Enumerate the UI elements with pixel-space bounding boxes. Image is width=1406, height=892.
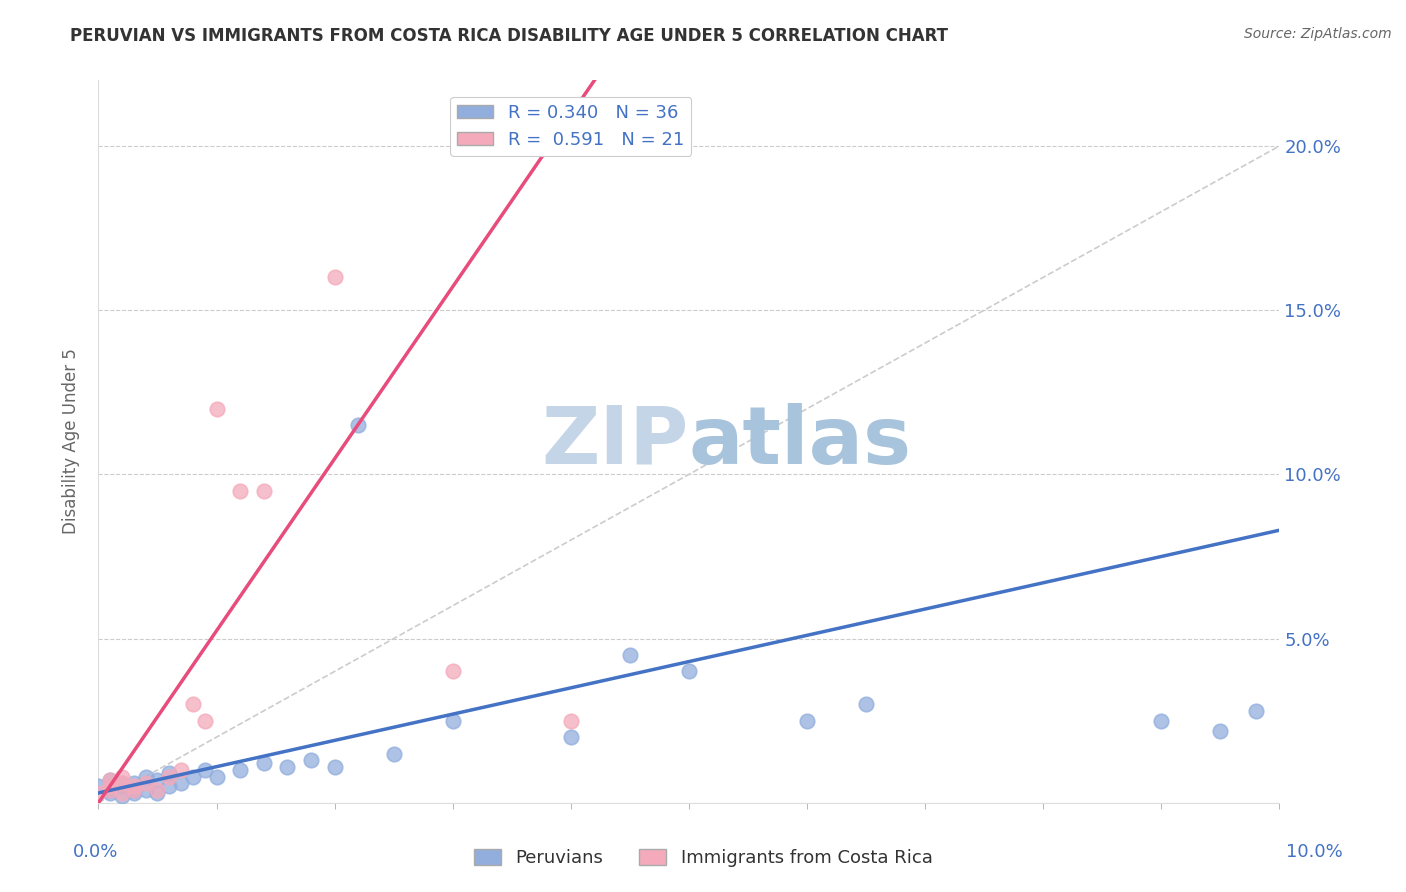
Point	[276, 760, 298, 774]
Point	[135, 782, 157, 797]
Point	[111, 789, 134, 804]
Point	[157, 780, 180, 794]
Point	[382, 747, 405, 761]
Point	[111, 780, 134, 794]
Point	[560, 730, 582, 744]
Point	[111, 770, 134, 784]
Point	[181, 770, 204, 784]
Point	[205, 770, 228, 784]
Point	[181, 698, 204, 712]
Point	[146, 772, 169, 787]
Point	[229, 763, 252, 777]
Point	[194, 763, 217, 777]
Y-axis label: Disability Age Under 5: Disability Age Under 5	[62, 349, 80, 534]
Point	[98, 782, 121, 797]
Point	[194, 714, 217, 728]
Point	[253, 483, 276, 498]
Point	[1209, 723, 1232, 738]
Point	[229, 483, 252, 498]
Point	[87, 786, 110, 800]
Point	[678, 665, 700, 679]
Point	[111, 786, 134, 800]
Point	[98, 772, 121, 787]
Point	[1150, 714, 1173, 728]
Point	[855, 698, 877, 712]
Legend: Peruvians, Immigrants from Costa Rica: Peruvians, Immigrants from Costa Rica	[467, 841, 939, 874]
Point	[170, 763, 193, 777]
Point	[98, 782, 121, 797]
Point	[135, 770, 157, 784]
Point	[146, 786, 169, 800]
Point	[796, 714, 818, 728]
Text: PERUVIAN VS IMMIGRANTS FROM COSTA RICA DISABILITY AGE UNDER 5 CORRELATION CHART: PERUVIAN VS IMMIGRANTS FROM COSTA RICA D…	[70, 27, 948, 45]
Point	[98, 772, 121, 787]
Point	[135, 776, 157, 790]
Point	[323, 270, 346, 285]
Point	[205, 401, 228, 416]
Point	[98, 786, 121, 800]
Point	[111, 776, 134, 790]
Text: Source: ZipAtlas.com: Source: ZipAtlas.com	[1244, 27, 1392, 41]
Point	[347, 418, 370, 433]
Point	[122, 782, 145, 797]
Point	[441, 714, 464, 728]
Point	[98, 780, 121, 794]
Point	[122, 782, 145, 797]
Point	[441, 665, 464, 679]
Point	[560, 714, 582, 728]
Point	[299, 753, 322, 767]
Point	[122, 776, 145, 790]
Point	[157, 766, 180, 780]
Point	[619, 648, 641, 662]
Text: 10.0%: 10.0%	[1286, 843, 1343, 861]
Point	[122, 780, 145, 794]
Point	[170, 776, 193, 790]
Point	[146, 782, 169, 797]
Point	[253, 756, 276, 771]
Text: ZIP: ZIP	[541, 402, 689, 481]
Point	[87, 780, 110, 794]
Point	[1244, 704, 1267, 718]
Point	[111, 776, 134, 790]
Point	[122, 786, 145, 800]
Text: atlas: atlas	[689, 402, 912, 481]
Point	[323, 760, 346, 774]
Legend: R = 0.340   N = 36, R =  0.591   N = 21: R = 0.340 N = 36, R = 0.591 N = 21	[450, 96, 692, 156]
Text: 0.0%: 0.0%	[73, 843, 118, 861]
Point	[157, 770, 180, 784]
